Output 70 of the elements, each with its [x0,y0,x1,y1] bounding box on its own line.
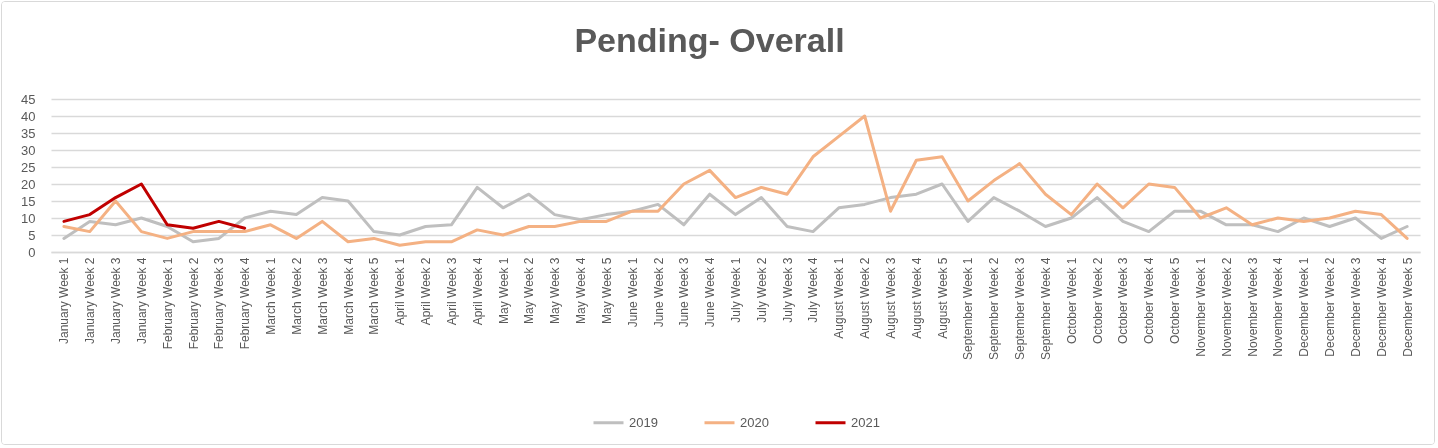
x-tick-label: May Week 5 [599,257,614,324]
x-tick-label: October Week 5 [1168,257,1183,344]
line-series [62,182,1409,244]
legend-label: 2021 [851,414,880,430]
x-tick-label: January Week 3 [109,257,124,344]
x-tick-label: April Week 1 [393,257,408,326]
x-tick-label: May Week 2 [522,257,537,324]
x-tick-label: September Week 2 [987,257,1002,360]
x-tick-label: February Week 4 [238,257,253,350]
x-tick-label: April Week 3 [444,257,459,326]
x-tick-label: November Week 1 [1193,257,1208,357]
x-tick-label: December Week 4 [1374,257,1389,357]
x-tick-label: January Week 4 [134,257,149,344]
x-tick-label: June Week 3 [677,257,692,328]
chart-title: Pending- Overall [574,21,845,59]
x-tick-label: November Week 4 [1271,257,1286,357]
x-tick-label: October Week 2 [1090,257,1105,344]
x-tick-label: July Week 4 [806,257,821,323]
x-tick-label: April Week 2 [419,257,434,326]
line-series [62,114,1409,247]
x-tick-label: October Week 3 [1116,257,1131,344]
x-tick-label: August Week 2 [858,257,873,339]
y-tick-label: 35 [21,125,36,141]
x-tick-label: February Week 1 [160,257,175,350]
x-tick-label: February Week 3 [212,257,227,350]
x-tick-label: February Week 2 [186,257,201,350]
y-tick-label: 0 [28,244,36,260]
x-tick-label: June Week 4 [703,257,718,328]
x-tick-label: September Week 1 [961,257,976,360]
y-tick-label: 30 [21,142,36,158]
y-tick-label: 10 [21,210,36,226]
x-tick-label: May Week 3 [548,257,563,324]
x-tick-label: August Week 4 [909,257,924,339]
x-tick-label: January Week 1 [57,257,72,344]
x-tick-label: December Week 5 [1400,257,1415,357]
y-tick-label: 5 [28,227,36,243]
line-series [62,182,247,230]
x-tick-label: March Week 3 [315,257,330,335]
x-tick-label: March Week 1 [264,257,279,335]
x-tick-label: January Week 2 [83,257,98,344]
y-tick-label: 25 [21,159,36,175]
legend-label: 2020 [740,414,769,430]
x-tick-label: May Week 1 [496,257,511,324]
x-tick-label: October Week 1 [1064,257,1079,344]
x-tick-label: May Week 4 [574,257,589,324]
x-tick-label: July Week 1 [729,257,743,323]
y-tick-label: 45 [21,91,36,107]
x-tick-label: August Week 3 [883,257,898,339]
x-tick-label: July Week 2 [754,257,769,323]
x-tick-label: March Week 5 [367,257,382,335]
y-tick-label: 20 [21,176,36,192]
x-tick-label: October Week 4 [1142,257,1157,344]
x-tick-label: August Week 1 [832,257,847,339]
x-tick-label: July Week 3 [780,257,795,323]
legend-label: 2019 [629,414,658,430]
y-tick-label: 40 [21,108,36,124]
x-tick-label: September Week 4 [1038,257,1053,360]
x-tick-label: September Week 3 [1013,257,1028,360]
x-tick-label: June Week 2 [651,257,666,328]
x-tick-label: March Week 4 [341,257,356,335]
y-tick-label: 15 [21,193,36,209]
x-tick-label: November Week 3 [1245,257,1260,357]
x-tick-label: December Week 3 [1348,257,1363,357]
x-tick-label: June Week 1 [625,257,640,328]
x-tick-label: April Week 4 [470,257,485,326]
x-tick-label: December Week 2 [1323,257,1338,357]
x-tick-label: November Week 2 [1219,257,1234,357]
x-tick-label: August Week 5 [935,257,950,339]
x-tick-label: December Week 1 [1297,257,1312,357]
x-tick-label: March Week 2 [289,257,304,335]
